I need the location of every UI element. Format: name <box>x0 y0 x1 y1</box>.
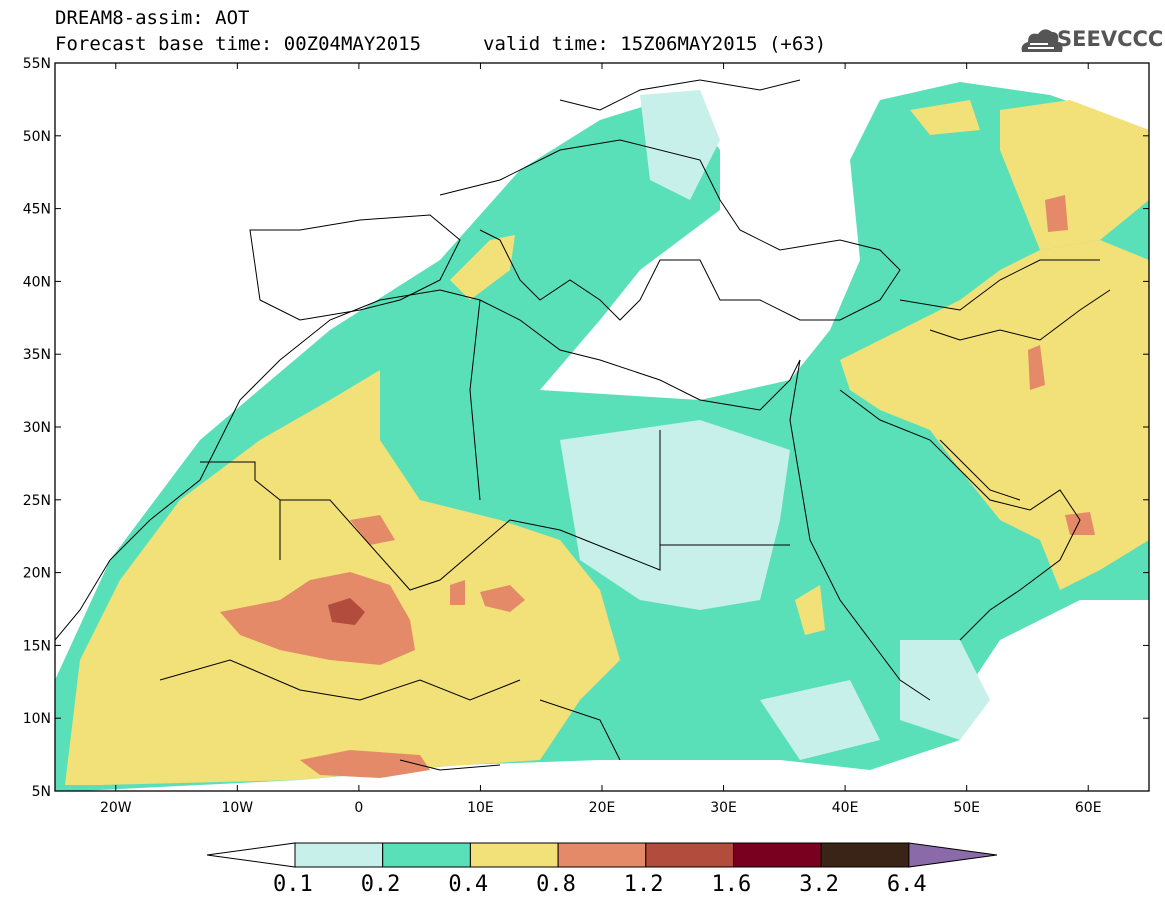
lat-label: 20N <box>23 566 51 582</box>
lat-label: 15N <box>23 638 51 654</box>
cloud-icon <box>1021 29 1063 52</box>
colorbar-label: 0.2 <box>360 872 401 897</box>
forecast-base-time: Forecast base time: 00Z04MAY2015 <box>55 33 422 55</box>
lat-label: 45N <box>23 202 51 218</box>
colorbar-segment <box>645 842 734 868</box>
colorbar-label: 6.4 <box>886 872 927 897</box>
lat-label: 30N <box>23 420 51 436</box>
colorbar-arrow-low <box>206 842 296 868</box>
seevccc-logo-text: SEEVCCC <box>1057 27 1164 51</box>
lat-label: 50N <box>23 129 51 145</box>
lon-label: 50E <box>953 800 980 816</box>
coastlines <box>55 79 1111 771</box>
colorbar-label: 1.2 <box>623 872 664 897</box>
title-line-1: DREAM8-assim: AOT <box>55 7 250 29</box>
colorbar <box>206 842 997 868</box>
lat-label: 10N <box>23 711 51 727</box>
lat-label: 35N <box>23 347 51 363</box>
colorbar-segment <box>294 842 384 868</box>
colorbar-label: 0.4 <box>448 872 489 897</box>
lon-label: 0 <box>354 800 363 816</box>
lon-label: 20E <box>589 800 616 816</box>
colorbar-segment <box>557 842 647 868</box>
lon-label: 10E <box>467 800 494 816</box>
colorbar-segment <box>733 842 822 868</box>
colorbar-label: 0.1 <box>273 872 313 897</box>
colorbar-label: 0.8 <box>536 872 576 897</box>
colorbar-arrow-high <box>908 842 997 868</box>
lat-label: 40N <box>23 274 51 290</box>
lon-label: 20W <box>100 800 132 816</box>
valid-time: valid time: 15Z06MAY2015 (+63) <box>483 33 827 55</box>
axis-ticks: 55N 50N 45N 40N 35N 30N 25N 20N 15N 10N 5N 20W 10W 0 1… <box>23 56 1149 816</box>
lon-label: 60E <box>1075 800 1102 816</box>
lat-label: 25N <box>23 493 51 509</box>
colorbar-segment <box>820 842 910 868</box>
colorbar-label: 3.2 <box>799 872 839 897</box>
lat-label: 55N <box>23 56 51 72</box>
colorbar-segment <box>382 842 471 868</box>
lon-label: 30E <box>710 800 737 816</box>
lon-label: 10W <box>221 800 253 816</box>
colorbar-label: 1.6 <box>711 872 752 897</box>
lon-label: 40E <box>832 800 859 816</box>
lat-label: 5N <box>32 784 51 800</box>
aot-field <box>55 63 1149 791</box>
colorbar-segment <box>469 842 559 868</box>
